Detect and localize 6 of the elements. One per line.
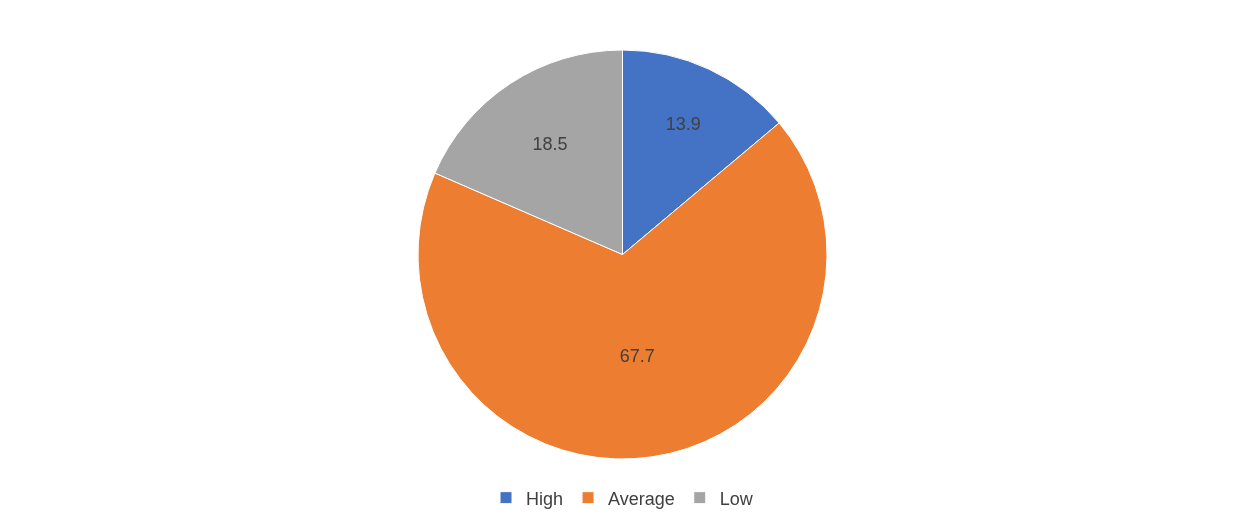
legend-label: High — [526, 488, 564, 509]
legend-label: Average — [608, 488, 675, 509]
data-label: 67.7 — [619, 345, 655, 366]
data-label: 18.5 — [532, 134, 568, 155]
data-label: 13.9 — [665, 114, 701, 135]
legend-label: Low — [719, 488, 754, 509]
